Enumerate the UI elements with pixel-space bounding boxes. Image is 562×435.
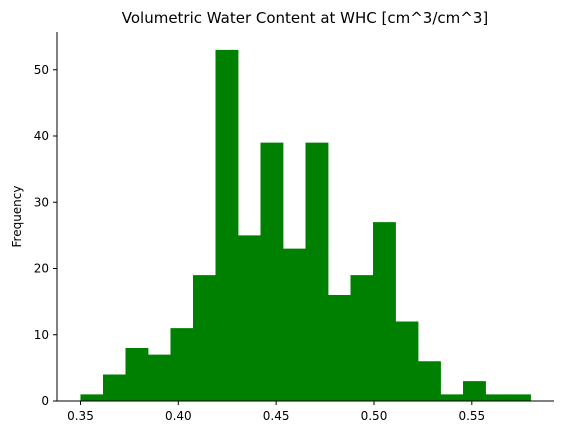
- histogram-bar: [328, 295, 351, 401]
- histogram-bar: [147, 354, 171, 401]
- y-tick-label: 30: [34, 195, 49, 209]
- histogram-bar: [463, 381, 486, 401]
- histogram-bar: [282, 248, 306, 401]
- histogram-bar: [508, 394, 531, 401]
- x-tick-label: 0.45: [263, 409, 290, 423]
- y-tick-label: 20: [34, 262, 49, 276]
- histogram-bar: [215, 49, 239, 401]
- x-tick-label: 0.35: [67, 409, 94, 423]
- y-tick-label: 40: [34, 129, 49, 143]
- x-tick-label: 0.50: [361, 409, 388, 423]
- y-tick-label: 50: [34, 63, 49, 77]
- x-axis-ticks: 0.35 0.40 0.45 0.50 0.55: [67, 401, 485, 423]
- histogram-bar: [102, 374, 126, 401]
- histogram-bar: [440, 394, 464, 401]
- histogram-bar: [305, 142, 329, 401]
- chart-title: Volumetric Water Content at WHC [cm^3/cm…: [122, 9, 488, 27]
- histogram-bar: [485, 394, 509, 401]
- histogram-bar: [350, 275, 374, 401]
- y-axis-ticks: 0 10 20 30 40 50: [34, 63, 57, 408]
- x-tick-label: 0.55: [458, 409, 485, 423]
- histogram-bar: [418, 361, 441, 401]
- y-tick-label: 10: [34, 328, 49, 342]
- histogram-bar: [80, 394, 104, 401]
- histogram-bar: [237, 235, 261, 401]
- histogram-bar: [170, 328, 194, 401]
- bars-group: [80, 49, 531, 401]
- histogram-bar: [192, 275, 216, 401]
- histogram-bar: [125, 348, 149, 401]
- histogram-bar: [373, 222, 396, 401]
- y-axis-label: Frequency: [10, 186, 24, 248]
- x-tick-label: 0.40: [165, 409, 192, 423]
- y-tick-label: 0: [41, 394, 49, 408]
- histogram-bar: [260, 142, 284, 401]
- histogram-bar: [395, 321, 419, 401]
